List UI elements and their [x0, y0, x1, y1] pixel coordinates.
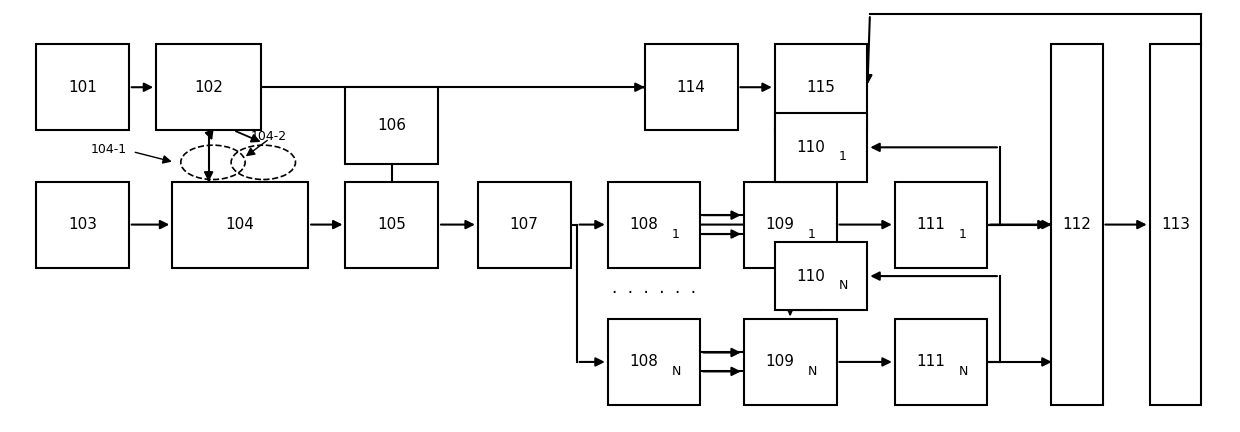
- Text: 108: 108: [630, 354, 658, 369]
- Text: 104: 104: [226, 217, 254, 232]
- FancyBboxPatch shape: [775, 242, 868, 311]
- Text: 104-1: 104-1: [91, 143, 126, 156]
- Text: 1: 1: [838, 150, 846, 163]
- Text: 102: 102: [195, 80, 223, 95]
- Text: 110: 110: [797, 269, 826, 283]
- Text: 110: 110: [797, 140, 826, 155]
- FancyBboxPatch shape: [1050, 44, 1102, 405]
- Text: 111: 111: [916, 217, 946, 232]
- Text: N: N: [838, 279, 848, 292]
- FancyBboxPatch shape: [608, 182, 701, 267]
- FancyBboxPatch shape: [744, 319, 837, 405]
- FancyBboxPatch shape: [775, 44, 868, 130]
- FancyBboxPatch shape: [172, 182, 309, 267]
- Text: N: N: [959, 365, 967, 378]
- FancyBboxPatch shape: [36, 182, 129, 267]
- Text: 1: 1: [671, 228, 680, 241]
- FancyBboxPatch shape: [775, 113, 868, 182]
- Text: 104-2: 104-2: [250, 130, 288, 143]
- Text: 1: 1: [959, 228, 966, 241]
- FancyBboxPatch shape: [895, 182, 987, 267]
- FancyBboxPatch shape: [645, 44, 738, 130]
- FancyBboxPatch shape: [345, 182, 438, 267]
- Text: 107: 107: [510, 217, 538, 232]
- FancyBboxPatch shape: [345, 87, 438, 165]
- Text: 106: 106: [377, 118, 407, 133]
- Text: 112: 112: [1063, 217, 1091, 232]
- Text: N: N: [671, 365, 681, 378]
- Text: 109: 109: [766, 217, 795, 232]
- Text: ·  ·  ·  ·  ·  ·: · · · · · ·: [613, 284, 696, 302]
- Text: 114: 114: [677, 80, 706, 95]
- FancyBboxPatch shape: [895, 319, 987, 405]
- FancyBboxPatch shape: [1149, 44, 1202, 405]
- FancyBboxPatch shape: [36, 44, 129, 130]
- Text: 113: 113: [1161, 217, 1190, 232]
- Text: 115: 115: [806, 80, 836, 95]
- FancyBboxPatch shape: [477, 182, 570, 267]
- Text: 1: 1: [807, 228, 816, 241]
- Text: 109: 109: [766, 354, 795, 369]
- FancyBboxPatch shape: [156, 44, 262, 130]
- Text: N: N: [807, 365, 817, 378]
- FancyBboxPatch shape: [744, 182, 837, 267]
- Text: 111: 111: [916, 354, 946, 369]
- FancyBboxPatch shape: [608, 319, 701, 405]
- Text: 105: 105: [377, 217, 407, 232]
- Text: 108: 108: [630, 217, 658, 232]
- Text: 101: 101: [68, 80, 97, 95]
- Text: 103: 103: [68, 217, 97, 232]
